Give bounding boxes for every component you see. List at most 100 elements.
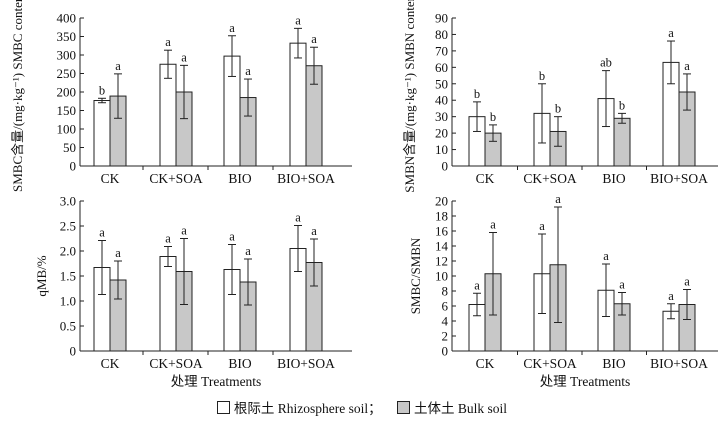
- legend: 根际土 Rhizosphere soil； 土体土 Bulk soil: [0, 397, 724, 417]
- legend-swatch-bulk: [397, 401, 411, 414]
- panel-bottom-left-category-bio: BIO: [228, 356, 252, 371]
- panel-top-left-y-tick-label: 200: [57, 85, 77, 100]
- panel-bottom-left-y-tick-label: 0.5: [60, 319, 76, 334]
- panel-bottom-left-y-tick-label: 2.0: [60, 244, 76, 259]
- panel-bottom-right-y-tick-label: 2: [442, 329, 449, 344]
- panel-top-left-sig-label-bulk: a: [115, 59, 121, 73]
- panel-top-left-bar-rhizosphere-ck: [93, 100, 111, 167]
- panel-bottom-right-category-bio: BIO: [602, 356, 626, 371]
- panel-bottom-left-sig-label-bulk: a: [115, 246, 121, 260]
- panel-top-left-y-tick-label: 300: [57, 48, 77, 63]
- panel-top-left-sig-label-rhizosphere: a: [229, 21, 235, 35]
- panel-top-left-sig-label-rhizosphere: a: [165, 35, 171, 49]
- panel-top-left-y-axis-label: SMBC含量/(mg·kg⁻¹) SMBC content: [10, 0, 25, 192]
- panel-top-left-sig-label-rhizosphere: a: [295, 13, 301, 27]
- panel-bottom-right-y-tick-label: 12: [435, 254, 448, 269]
- panel-top-right-category-bio-soa: BIO+SOA: [650, 171, 708, 186]
- panel-bottom-left-y-axis-label: qMB/%: [34, 255, 49, 296]
- panel-top-right-y-tick-label: 10: [435, 142, 448, 157]
- panel-top-right-sig-label-rhizosphere: b: [474, 87, 480, 101]
- panel-top-right-y-tick-label: 0: [442, 159, 449, 174]
- panel-bottom-right-x-axis-title: 处理 Treatments: [540, 374, 631, 389]
- panel-bottom-right-y-tick-label: 0: [442, 344, 449, 359]
- panel-bottom-right-sig-label-rhizosphere: a: [539, 219, 545, 233]
- panel-top-right-y-tick-label: 30: [435, 109, 448, 124]
- panel-bottom-right-sig-label-rhizosphere: a: [603, 249, 609, 263]
- panel-bottom-right-sig-label-bulk: a: [555, 192, 561, 206]
- panel-top-left-sig-label-bulk: a: [245, 64, 251, 78]
- panel-top-right-sig-label-rhizosphere: b: [539, 69, 545, 83]
- panel-top-left-y-tick-label: 50: [63, 140, 76, 155]
- panel-bottom-right-category-ck-soa: CK+SOA: [523, 356, 577, 371]
- panel-bottom-right-y-tick-label: 10: [435, 269, 448, 284]
- panel-top-right-bar-bulk-bio: [613, 117, 631, 167]
- panel-bottom-left-y-tick-label: 1.5: [60, 269, 76, 284]
- panel-bottom-left-sig-label-bulk: a: [245, 244, 251, 258]
- panel-bottom-left-sig-label-rhizosphere: a: [165, 232, 171, 246]
- panel-bottom-left-sig-label-bulk: a: [181, 224, 187, 238]
- panel-top-right-y-tick-label: 40: [435, 93, 448, 108]
- legend-item-bulk: 土体土 Bulk soil: [397, 397, 507, 417]
- panel-top-right-y-tick-label: 50: [435, 76, 448, 91]
- panel-bottom-left-category-bio-soa: BIO+SOA: [277, 356, 335, 371]
- panel-top-right-category-ck: CK: [476, 171, 495, 186]
- legend-item-rhizosphere: 根际土 Rhizosphere soil；: [216, 397, 382, 417]
- panel-top-right-sig-label-bulk: b: [490, 110, 496, 124]
- panel-bottom-right-sig-label-rhizosphere: a: [474, 278, 480, 292]
- panel-bottom-right-sig-label-rhizosphere: a: [668, 289, 674, 303]
- panel-bottom-right-y-tick-label: 6: [442, 299, 449, 314]
- panel-top-left-bar-rhizosphere-ck-soa: [159, 63, 177, 167]
- panel-top-right-category-bio: BIO: [602, 171, 626, 186]
- panel-top-right-sig-label-bulk: b: [555, 102, 561, 116]
- legend-label-bulk: 土体土 Bulk soil: [414, 401, 508, 416]
- panel-bottom-right-y-tick-label: 16: [435, 224, 449, 239]
- panel-bottom-left-y-tick-label: 2.5: [60, 219, 76, 234]
- panel-top-left-sig-label-rhizosphere: b: [99, 83, 105, 97]
- panel-bottom-left-x-axis-title: 处理 Treatments: [171, 374, 262, 389]
- panel-bottom-right-y-tick-label: 4: [442, 314, 449, 329]
- panel-top-left-sig-label-bulk: a: [181, 50, 187, 64]
- panel-top-right-y-tick-label: 70: [435, 43, 448, 58]
- panel-top-right-y-axis-label: SMBN含量/(mg·kg⁻¹) SMBN content: [402, 0, 417, 193]
- panel-bottom-right-sig-label-bulk: a: [684, 275, 690, 289]
- panel-bottom-right-y-axis-label: SMBC/SMBN: [408, 237, 423, 314]
- panel-top-left-y-tick-label: 250: [57, 66, 77, 81]
- panel-bottom-left-sig-label-rhizosphere: a: [99, 226, 105, 240]
- panel-top-right-y-tick-label: 60: [435, 60, 448, 75]
- panel-top-right-sig-label-rhizosphere: a: [668, 26, 674, 40]
- panel-bottom-left-sig-label-rhizosphere: a: [295, 211, 301, 225]
- panel-top-right-sig-label-bulk: a: [684, 59, 690, 73]
- panel-top-right-y-tick-label: 90: [435, 11, 448, 26]
- panel-top-left-category-bio-soa: BIO+SOA: [277, 171, 335, 186]
- panel-top-left-y-tick-label: 150: [57, 103, 77, 118]
- panel-top-left-bar-rhizosphere-bio-soa: [289, 42, 307, 167]
- panel-bottom-right-category-ck: CK: [476, 356, 495, 371]
- panel-bottom-left-category-ck-soa: CK+SOA: [149, 356, 203, 371]
- panel-top-left-y-tick-label: 0: [70, 159, 77, 174]
- panel-bottom-left-sig-label-bulk: a: [311, 224, 317, 238]
- panel-bottom-right-y-tick-label: 8: [442, 284, 449, 299]
- panel-bottom-left-bar-rhizosphere-ck-soa: [159, 256, 177, 352]
- panel-bottom-right-category-bio-soa: BIO+SOA: [650, 356, 708, 371]
- panel-bottom-right-y-tick-label: 18: [435, 209, 448, 224]
- panel-bottom-left-y-tick-label: 3.0: [60, 194, 76, 209]
- panel-top-right-y-tick-label: 20: [435, 126, 448, 141]
- panel-top-right-category-ck-soa: CK+SOA: [523, 171, 577, 186]
- panel-top-left-sig-label-bulk: a: [311, 32, 317, 46]
- panel-top-right-sig-label-bulk: b: [619, 98, 625, 112]
- panel-top-left-category-ck: CK: [101, 171, 120, 186]
- panel-bottom-right-sig-label-bulk: a: [619, 278, 625, 292]
- panel-bottom-right-y-tick-label: 14: [435, 239, 449, 254]
- panel-top-left-category-bio: BIO: [228, 171, 252, 186]
- panel-top-left-y-tick-label: 350: [57, 29, 77, 44]
- panel-top-right-sig-label-rhizosphere: ab: [600, 56, 612, 70]
- panel-top-right-y-tick-label: 80: [435, 27, 448, 42]
- panel-bottom-left-sig-label-rhizosphere: a: [229, 230, 235, 244]
- panel-bottom-left-category-ck: CK: [101, 356, 120, 371]
- panel-bottom-right-y-tick-label: 20: [435, 194, 448, 209]
- panel-bottom-left-y-tick-label: 0: [70, 344, 77, 359]
- panel-top-left-category-ck-soa: CK+SOA: [149, 171, 203, 186]
- legend-label-rhizosphere: 根际土 Rhizosphere soil；: [233, 401, 382, 416]
- panel-top-left-y-tick-label: 100: [57, 122, 77, 137]
